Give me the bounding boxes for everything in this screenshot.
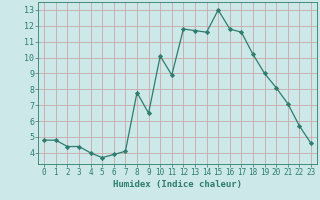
X-axis label: Humidex (Indice chaleur): Humidex (Indice chaleur) [113, 180, 242, 189]
